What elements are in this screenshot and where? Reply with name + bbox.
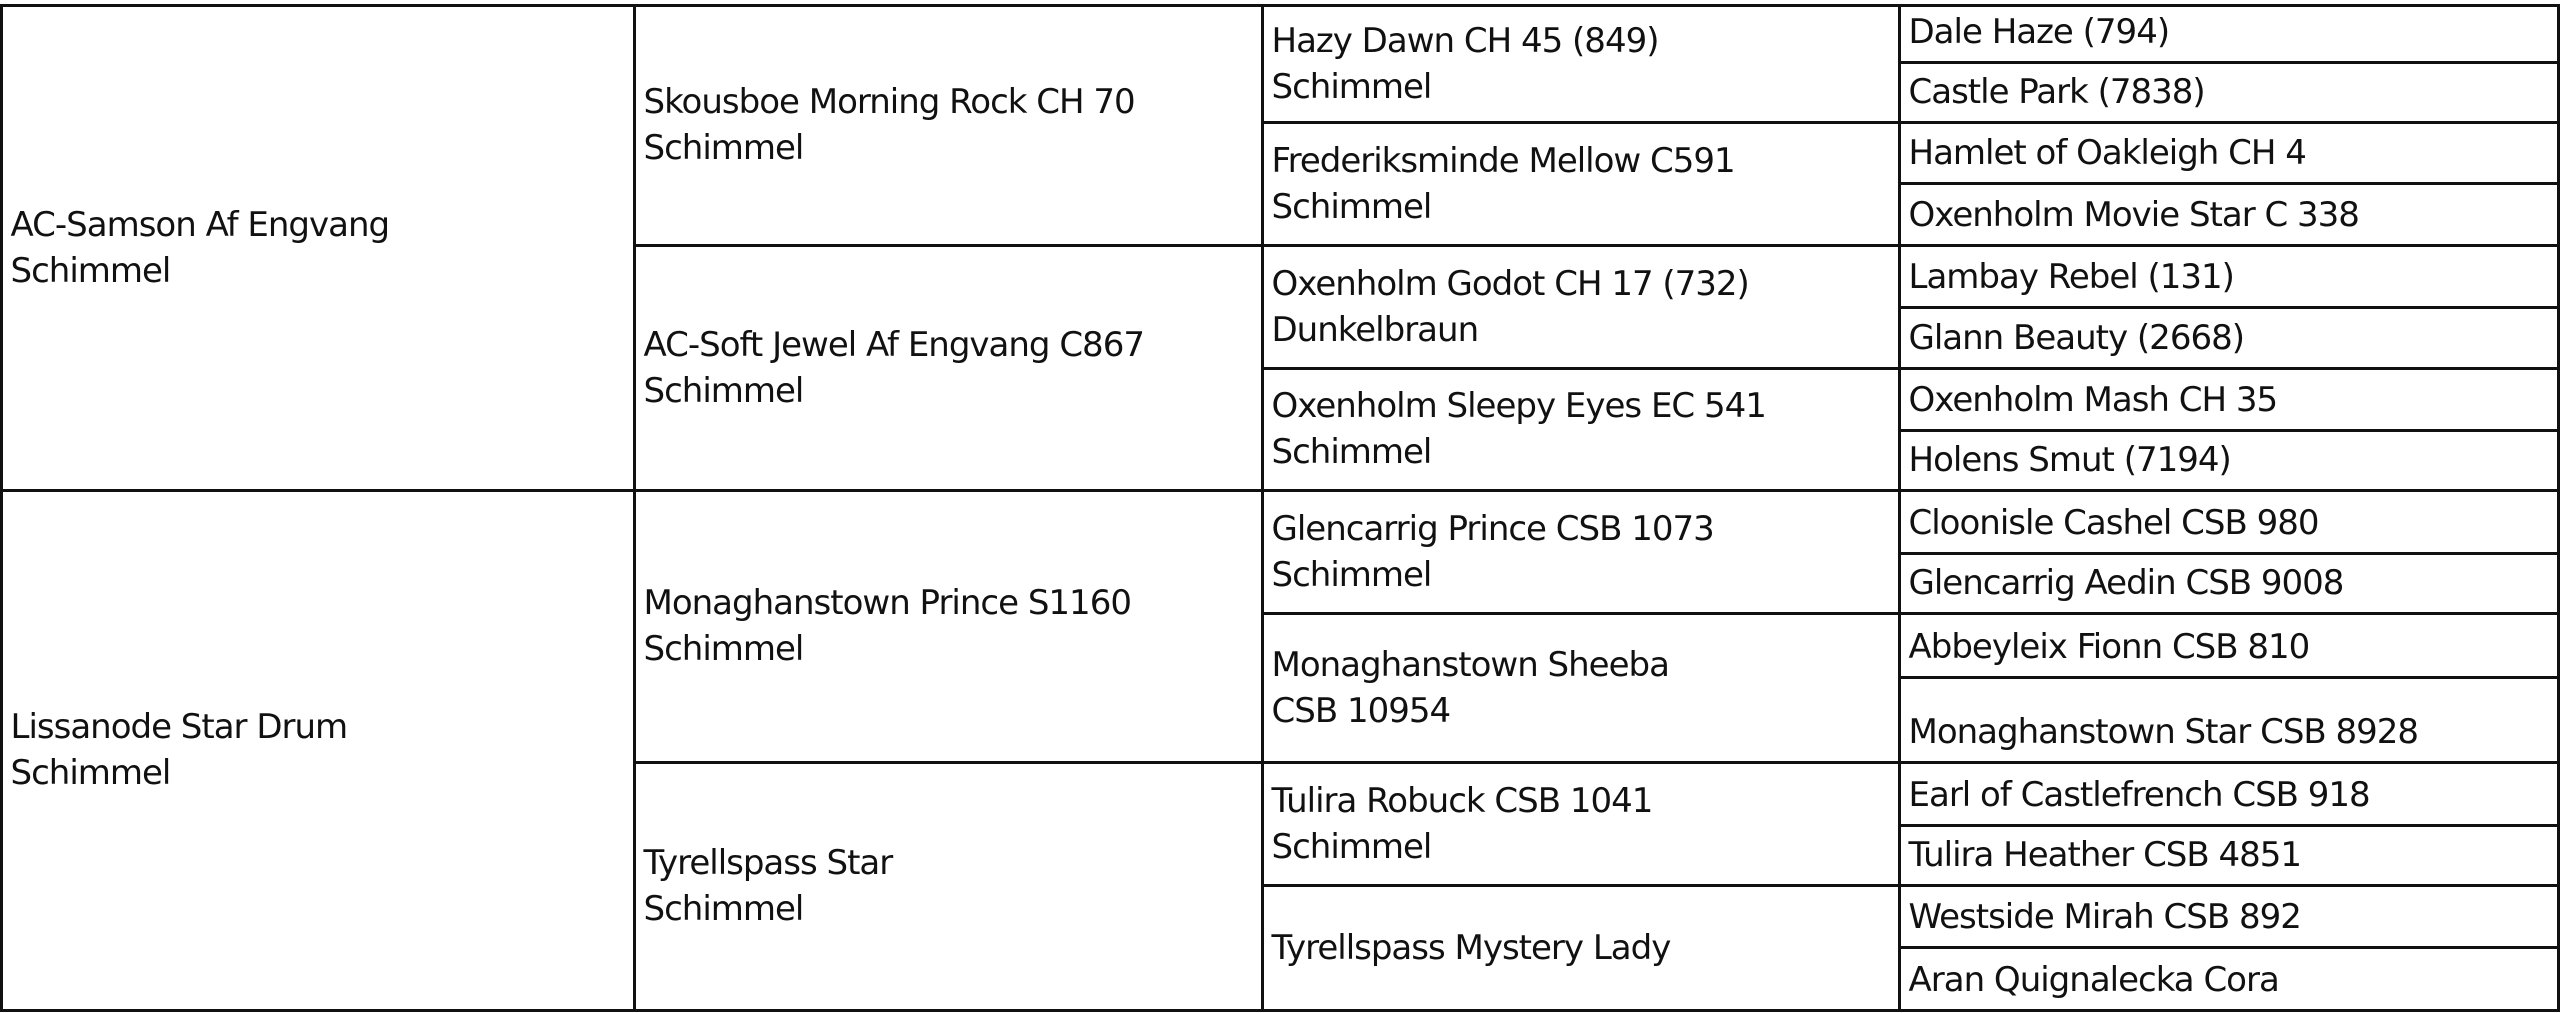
horse-color: Schimmel <box>643 629 805 669</box>
pedigree-cell-gen4: Cloonisle Cashel CSB 980 <box>1897 488 2560 555</box>
pedigree-cell-gen4: Aran Quignalecka Cora <box>1897 945 2560 1012</box>
horse-name: AC-Samson Af Engvang <box>10 204 391 245</box>
horse-name: Frederiksminde Mellow C591 <box>1271 140 1736 181</box>
horse-name: Cloonisle Cashel CSB 980 <box>1908 502 2320 543</box>
horse-color: Schimmel <box>643 128 805 168</box>
pedigree-cell-gen3: Monaghanstown Sheeba CSB 10954 <box>1260 611 1901 764</box>
horse-name: Lissanode Star Drum <box>10 707 349 747</box>
pedigree-cell-gen4: Tulira Heather CSB 4851 <box>1897 823 2560 887</box>
pedigree-cell-gen4: Glann Beauty (2668) <box>1897 305 2560 370</box>
pedigree-cell-gen4: Oxenholm Movie Star C 338 <box>1897 181 2560 247</box>
pedigree-cell-gen4: Monaghanstown Star CSB 8928 <box>1897 675 2560 764</box>
horse-color: Schimmel <box>1271 826 1433 867</box>
pedigree-cell-gen4: Hamlet of Oakleigh CH 4 <box>1897 120 2560 185</box>
horse-name: Monaghanstown Sheeba <box>1271 644 1670 685</box>
pedigree-cell-gen3: Oxenholm Godot CH 17 (732) Dunkelbraun <box>1260 243 1901 370</box>
horse-name: Holens Smut (7194) <box>1908 439 2232 480</box>
pedigree-cell-gen1: AC-Samson Af Engvang Schimmel <box>0 3 636 492</box>
pedigree-cell-gen3: Hazy Dawn CH 45 (849) Schimmel <box>1260 3 1901 124</box>
horse-name: Glencarrig Aedin CSB 9008 <box>1908 562 2345 603</box>
horse-color: Schimmel <box>1271 66 1433 107</box>
pedigree-cell-gen1: Lissanode Star Drum Schimmel <box>0 488 636 1012</box>
horse-color: Schimmel <box>1271 432 1433 472</box>
horse-color: Schimmel <box>10 250 172 291</box>
pedigree-cell-gen4: Dale Haze (794) <box>1897 3 2560 64</box>
pedigree-cell-gen2: AC-Soft Jewel Af Engvang C867 Schimmel <box>632 243 1264 492</box>
horse-name: Glann Beauty (2668) <box>1908 317 2245 358</box>
horse-name: Castle Park (7838) <box>1908 71 2206 112</box>
horse-name: Skousboe Morning Rock CH 70 <box>643 82 1136 122</box>
horse-name: Westside Mirah CSB 892 <box>1908 896 2302 937</box>
horse-name: Tulira Robuck CSB 1041 <box>1271 780 1654 821</box>
horse-name: AC-Soft Jewel Af Engvang C867 <box>643 324 1145 365</box>
pedigree-cell-gen2: Monaghanstown Prince S1160 Schimmel <box>632 488 1264 764</box>
pedigree-cell-gen3: Tyrellspass Mystery Lady <box>1260 883 1901 1012</box>
horse-name: Tyrellspass Mystery Lady <box>1271 927 1672 968</box>
horse-name: Oxenholm Sleepy Eyes EC 541 <box>1271 386 1767 426</box>
pedigree-cell-gen3: Oxenholm Sleepy Eyes EC 541 Schimmel <box>1260 366 1901 492</box>
pedigree-cell-gen3: Frederiksminde Mellow C591 Schimmel <box>1260 120 1901 247</box>
pedigree-cell-gen3: Glencarrig Prince CSB 1073 Schimmel <box>1260 488 1901 615</box>
horse-name: Earl of Castlefrench CSB 918 <box>1908 774 2371 815</box>
horse-name: Tulira Heather CSB 4851 <box>1908 834 2303 875</box>
pedigree-cell-gen4: Westside Mirah CSB 892 <box>1897 883 2560 949</box>
horse-name: Hamlet of Oakleigh CH 4 <box>1908 132 2307 173</box>
horse-name: Aran Quignalecka Cora <box>1908 959 2280 1000</box>
horse-name: Lambay Rebel (131) <box>1908 256 2235 297</box>
horse-name: Dale Haze (794) <box>1908 11 2171 52</box>
horse-color: Schimmel <box>643 370 805 411</box>
horse-color: Schimmel <box>643 889 805 929</box>
horse-name: Glencarrig Prince CSB 1073 <box>1271 508 1715 549</box>
pedigree-cell-gen2: Tyrellspass Star Schimmel <box>632 760 1264 1012</box>
horse-name: Oxenholm Mash CH 35 <box>1908 379 2279 420</box>
horse-name: Monaghanstown Star CSB 8928 <box>1908 711 2420 752</box>
horse-color: Schimmel <box>10 753 172 793</box>
pedigree-cell-gen4: Glencarrig Aedin CSB 9008 <box>1897 551 2560 615</box>
horse-name: Oxenholm Movie Star C 338 <box>1908 194 2360 235</box>
horse-name: Oxenholm Godot CH 17 (732) <box>1271 263 1750 304</box>
horse-name: Monaghanstown Prince S1160 <box>643 583 1132 623</box>
pedigree-cell-gen2: Skousboe Morning Rock CH 70 Schimmel <box>632 3 1264 247</box>
horse-color: Schimmel <box>1271 186 1433 227</box>
pedigree-cell-gen4: Holens Smut (7194) <box>1897 428 2560 492</box>
pedigree-cell-gen4: Lambay Rebel (131) <box>1897 243 2560 309</box>
pedigree-cell-gen4: Abbeyleix Fionn CSB 810 <box>1897 611 2560 679</box>
pedigree-cell-gen4: Castle Park (7838) <box>1897 60 2560 124</box>
horse-color: CSB 10954 <box>1271 690 1452 731</box>
horse-name: Abbeyleix Fionn CSB 810 <box>1908 626 2311 667</box>
pedigree-cell-gen3: Tulira Robuck CSB 1041 Schimmel <box>1260 760 1901 887</box>
horse-color: Schimmel <box>1271 554 1433 595</box>
horse-color: Dunkelbraun <box>1271 309 1480 350</box>
horse-name: Hazy Dawn CH 45 (849) <box>1271 20 1660 61</box>
horse-name: Tyrellspass Star <box>643 843 894 883</box>
pedigree-cell-gen4: Earl of Castlefrench CSB 918 <box>1897 760 2560 827</box>
pedigree-cell-gen4: Oxenholm Mash CH 35 <box>1897 366 2560 432</box>
